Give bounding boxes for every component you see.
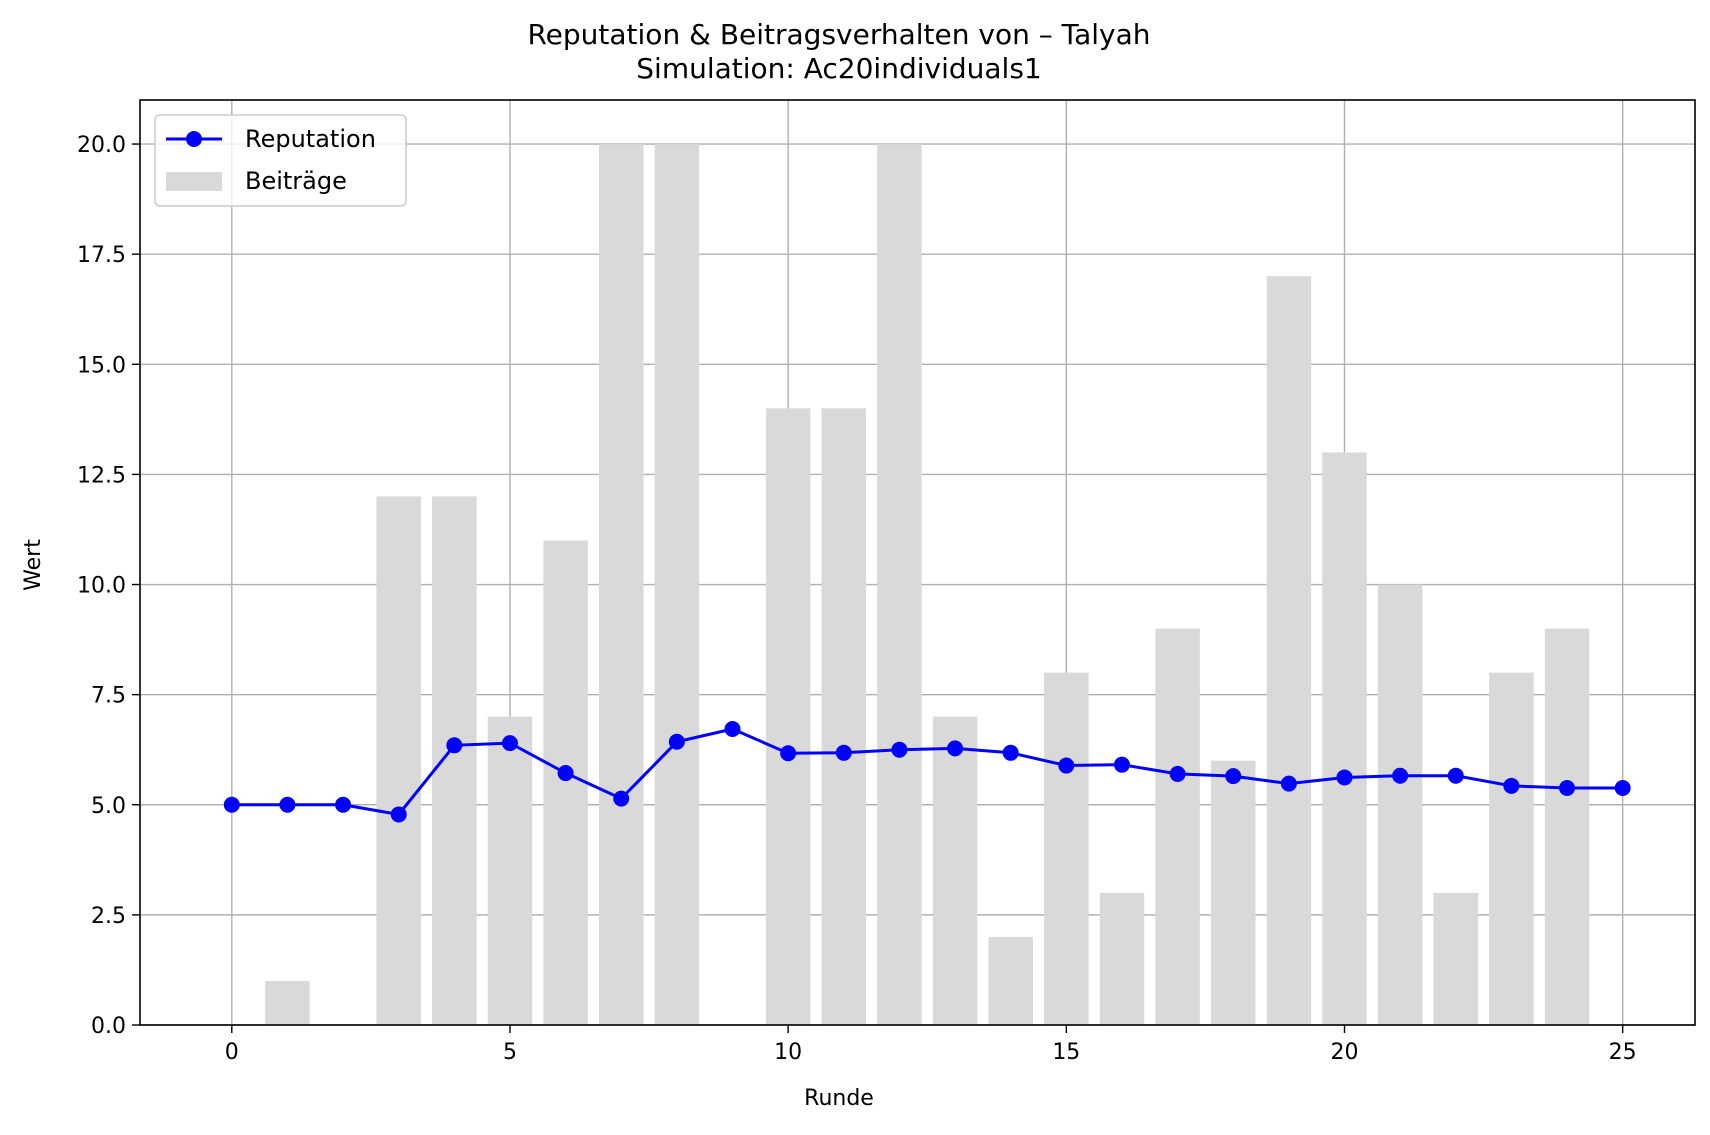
- y-axis-ticks: 0.0 2.5 5.0 7.5 10.0 12.5 15.0 17.5 20.0: [77, 133, 140, 1039]
- reputation-point: [335, 796, 352, 813]
- reputation-point: [446, 737, 463, 754]
- contribution-bar: [487, 716, 533, 1025]
- reputation-point: [1447, 767, 1464, 784]
- reputation-point: [1559, 780, 1576, 797]
- reputation-point: [724, 721, 741, 737]
- x-tick-label: 5: [503, 1040, 517, 1065]
- reputation-point: [780, 745, 797, 762]
- reputation-point: [390, 806, 407, 823]
- y-tick-label: 0.0: [91, 1014, 126, 1039]
- reputation-line: [223, 721, 1631, 823]
- contribution-bar: [1489, 672, 1534, 1025]
- contribution-bar: [1377, 584, 1423, 1025]
- legend-reputation-label: Reputation: [245, 125, 376, 153]
- reputation-point: [1169, 765, 1186, 782]
- reputation-point: [891, 741, 908, 758]
- contribution-bar: [543, 540, 588, 1025]
- contribution-bar: [1155, 628, 1200, 1025]
- y-tick-label: 5.0: [91, 794, 126, 819]
- contribution-bar: [877, 144, 922, 1026]
- x-axis-ticks: 0 5 10 15 20 25: [225, 1025, 1637, 1065]
- y-tick-label: 10.0: [77, 574, 126, 599]
- x-tick-label: 25: [1609, 1040, 1637, 1065]
- y-tick-label: 7.5: [91, 684, 126, 709]
- contribution-bar: [932, 716, 978, 1025]
- x-axis-label: Runde: [804, 1086, 874, 1111]
- contribution-bar: [598, 144, 644, 1026]
- reputation-point: [1503, 777, 1520, 794]
- y-axis-label: Wert: [21, 539, 46, 591]
- y-tick-label: 17.5: [77, 243, 126, 268]
- reputation-point: [1225, 768, 1242, 785]
- reputation-point: [501, 735, 518, 752]
- contribution-bar: [765, 408, 811, 1025]
- chart-subtitle: Simulation: Ac20individuals1: [636, 52, 1041, 85]
- reputation-point: [613, 790, 630, 807]
- contribution-bar: [1210, 760, 1256, 1025]
- reputation-point: [668, 733, 685, 750]
- chart-title: Reputation & Beitragsverhalten von – Tal…: [527, 18, 1150, 51]
- contribution-bar: [1099, 892, 1145, 1025]
- reputation-point: [1280, 775, 1297, 792]
- reputation-point: [1614, 780, 1631, 797]
- reputation-point: [1336, 769, 1353, 786]
- contribution-bar: [432, 496, 477, 1025]
- x-tick-label: 0: [225, 1040, 239, 1065]
- reputation-point: [1392, 767, 1409, 784]
- contribution-bar: [1322, 452, 1367, 1025]
- contribution-bar: [1544, 628, 1590, 1025]
- contribution-bar: [821, 408, 867, 1025]
- contribution-bar: [654, 144, 700, 1026]
- reputation-point: [223, 796, 240, 813]
- x-tick-label: 20: [1330, 1040, 1358, 1065]
- y-tick-label: 2.5: [91, 904, 126, 929]
- legend-contribution-label: Beiträge: [245, 167, 347, 195]
- y-tick-label: 15.0: [77, 353, 126, 378]
- reputation-point: [557, 765, 574, 782]
- x-tick-label: 10: [774, 1040, 802, 1065]
- reputation-point: [1058, 757, 1075, 774]
- reputation-point: [1002, 744, 1019, 761]
- contribution-bar: [376, 496, 421, 1025]
- contribution-bar: [988, 936, 1033, 1025]
- contribution-bar: [1433, 892, 1479, 1025]
- reputation-point: [835, 744, 852, 761]
- reputation-point: [947, 740, 964, 757]
- y-tick-label: 12.5: [77, 463, 126, 488]
- reputation-polyline: [231, 727, 1623, 817]
- legend: Reputation Beiträge: [154, 114, 407, 207]
- legend-contribution-swatch-icon: [166, 172, 222, 191]
- contribution-bar: [265, 980, 310, 1025]
- y-tick-label: 20.0: [77, 133, 126, 158]
- x-tick-label: 15: [1052, 1040, 1080, 1065]
- legend-reputation-marker-icon: [186, 131, 202, 147]
- contribution-bar: [1044, 672, 1089, 1025]
- plot-frame: [139, 99, 1696, 1026]
- contribution-bar: [1266, 276, 1312, 1025]
- reputation-point: [1113, 756, 1130, 773]
- reputation-point: [279, 796, 296, 813]
- contribution-bars: [265, 144, 1590, 1026]
